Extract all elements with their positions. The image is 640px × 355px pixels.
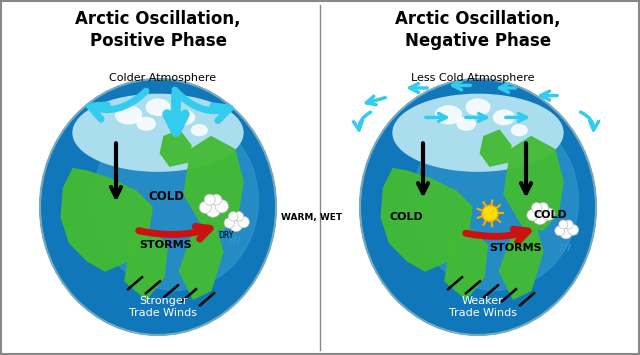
Polygon shape [499,222,543,299]
Text: STORMS: STORMS [490,243,542,253]
Circle shape [199,201,211,213]
Text: STORMS: STORMS [140,240,192,250]
Polygon shape [381,169,472,271]
Polygon shape [161,130,191,166]
Circle shape [229,218,243,231]
Polygon shape [125,230,168,299]
Ellipse shape [467,99,490,115]
Text: Weaker
Trade Winds: Weaker Trade Winds [449,296,517,318]
Ellipse shape [360,79,596,335]
Text: COLD: COLD [533,210,567,220]
Ellipse shape [137,118,156,130]
Ellipse shape [493,110,515,125]
Text: COLD: COLD [389,212,423,222]
Ellipse shape [147,99,170,115]
Text: Arctic Oscillation,
Positive Phase: Arctic Oscillation, Positive Phase [76,10,241,50]
Polygon shape [445,230,488,299]
Polygon shape [61,169,152,271]
Circle shape [532,203,542,213]
Polygon shape [184,137,243,230]
Ellipse shape [73,94,243,171]
Circle shape [234,212,244,221]
Circle shape [204,194,215,205]
Circle shape [205,202,221,217]
Circle shape [215,200,228,213]
Circle shape [564,220,573,229]
Text: Less Cold Atmosphere: Less Cold Atmosphere [412,73,535,83]
Ellipse shape [93,111,259,290]
Ellipse shape [457,118,476,130]
Text: WARM, WET: WARM, WET [281,213,342,222]
Circle shape [532,210,547,225]
Text: Arctic Oscillation,
Negative Phase: Arctic Oscillation, Negative Phase [396,10,561,50]
Circle shape [211,194,222,205]
Polygon shape [179,222,223,299]
Circle shape [560,226,572,239]
Text: Stronger
Trade Winds: Stronger Trade Winds [129,296,197,318]
Ellipse shape [511,125,527,136]
Ellipse shape [40,79,276,335]
Circle shape [228,212,238,221]
Circle shape [568,224,579,235]
Circle shape [538,203,548,213]
Circle shape [555,226,564,236]
Circle shape [482,206,498,222]
Text: DRY: DRY [218,231,234,240]
Circle shape [527,209,538,221]
Ellipse shape [191,125,207,136]
Ellipse shape [115,106,141,124]
Text: COLD: COLD [148,190,184,203]
Polygon shape [504,137,563,230]
Ellipse shape [435,106,461,124]
Text: Colder Atmosphere: Colder Atmosphere [109,73,216,83]
Circle shape [238,216,250,228]
Circle shape [542,208,555,220]
Ellipse shape [393,94,563,171]
Polygon shape [481,130,511,166]
Circle shape [559,220,568,229]
Circle shape [224,218,235,228]
Ellipse shape [413,111,579,290]
Ellipse shape [173,110,195,125]
